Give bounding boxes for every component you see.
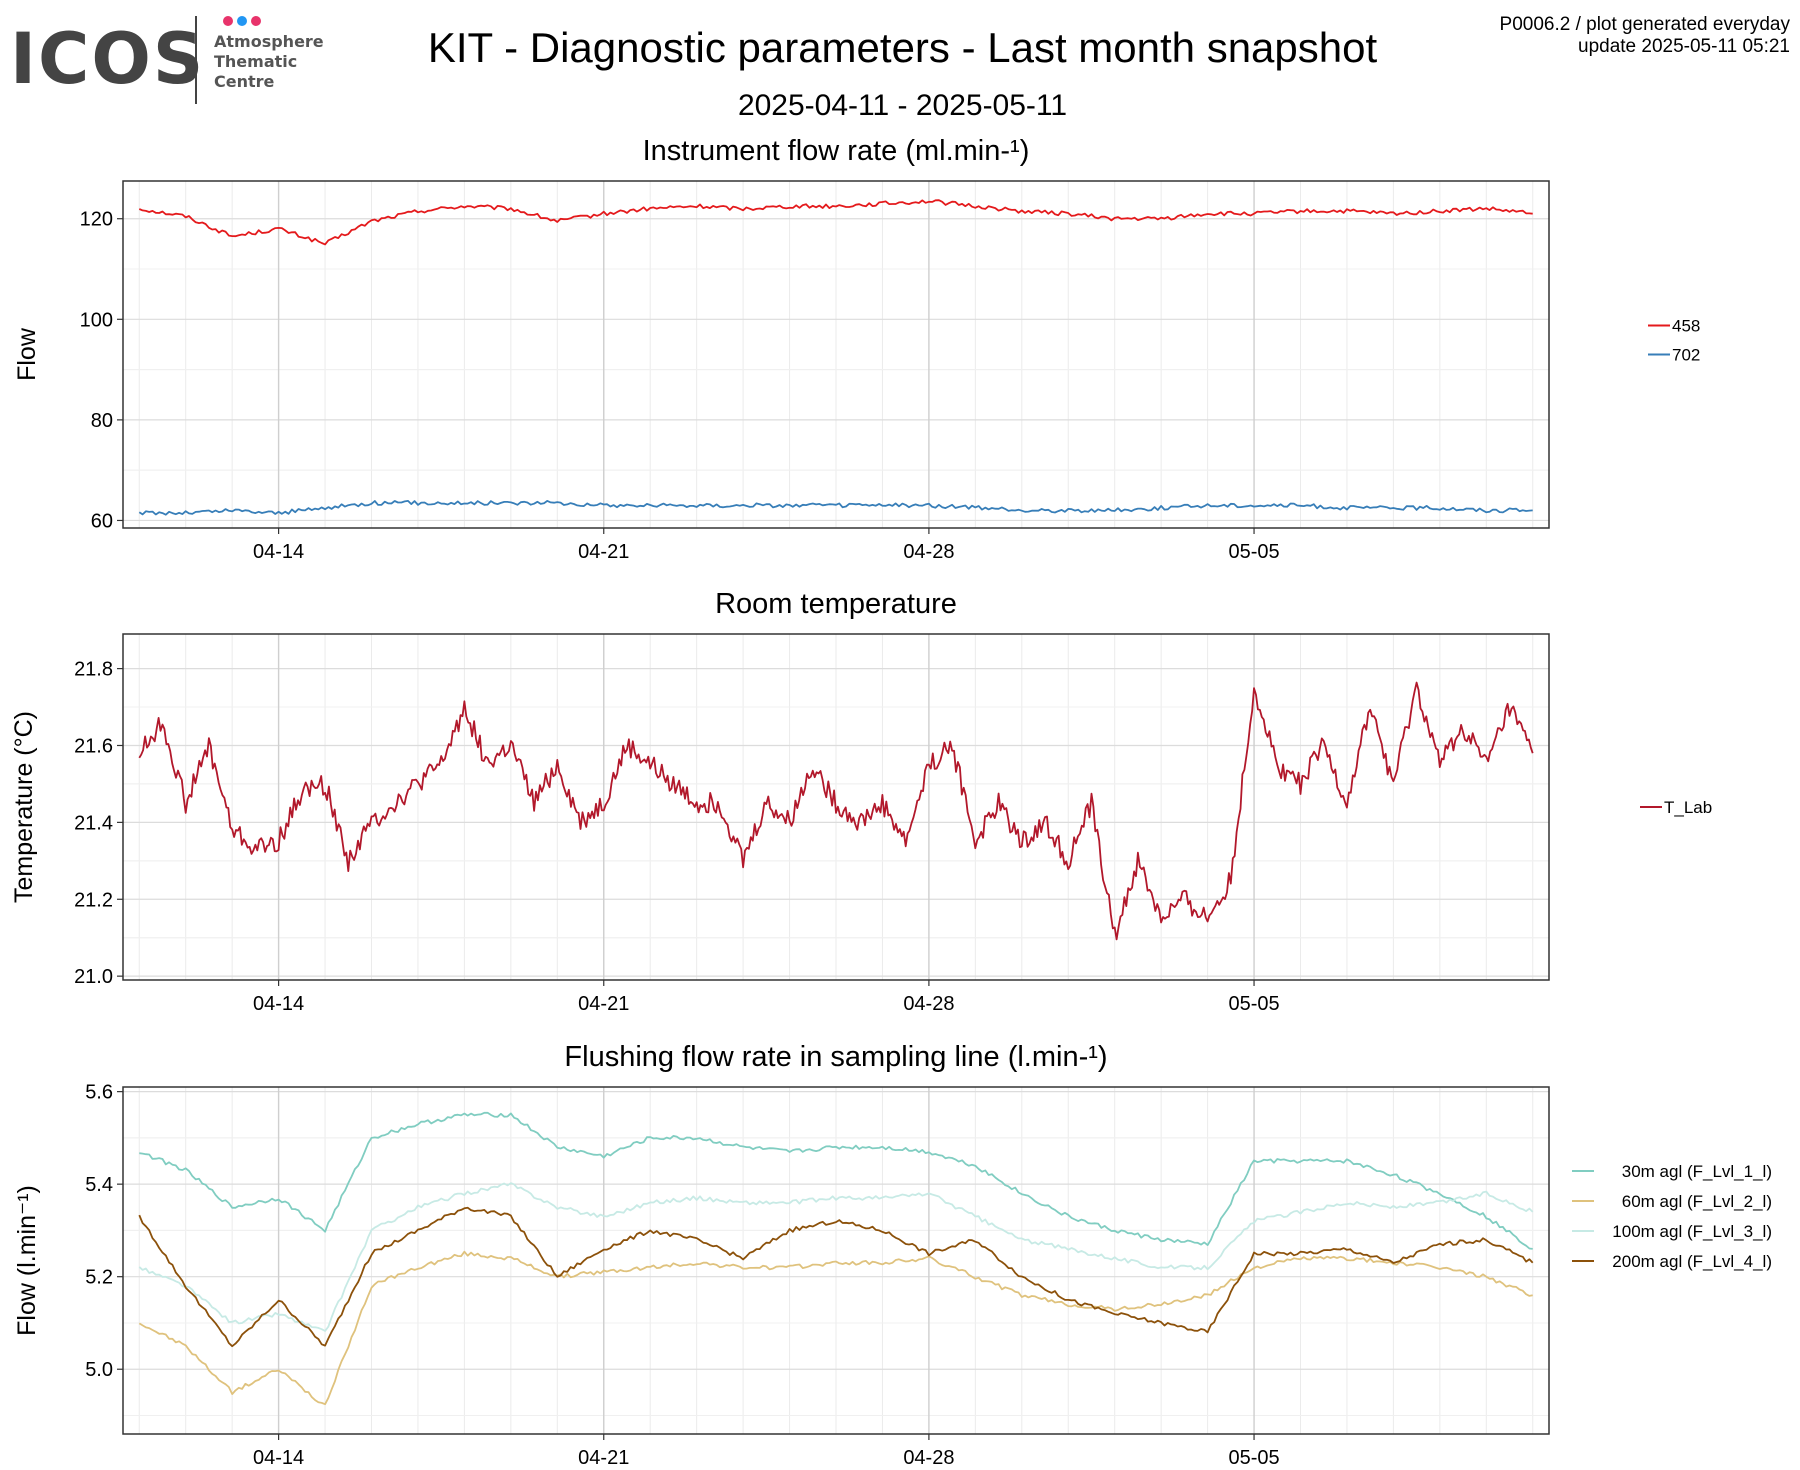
legend: 30m agl (F_Lvl_1_l) 60m agl (F_Lvl_2_l) 10… (1572, 1162, 1772, 1271)
y-tick-label: 21.4 (74, 812, 113, 834)
series-line-t-lab (138, 681, 1534, 941)
panel-title: Room temperature (715, 588, 957, 620)
logo-dot-1 (223, 16, 233, 26)
panel-title: Instrument flow rate (ml.min-¹) (643, 135, 1030, 167)
y-axis-label: Temperature (°C) (10, 711, 38, 903)
y-tick-label: 21.8 (74, 659, 113, 681)
x-tick-label: 05-05 (1228, 541, 1279, 563)
logo-dot-3 (251, 16, 261, 26)
y-tick-label: 5.4 (85, 1174, 113, 1196)
series-line-200m-agl-f-lvl-4-l- (138, 1206, 1534, 1348)
date-range: 2025-04-11 - 2025-05-11 (737, 89, 1068, 122)
logo-wordmark: ICOS (10, 18, 206, 100)
y-tick-label: 60 (91, 510, 113, 532)
y-tick-label: 120 (80, 209, 113, 231)
y-tick-label: 100 (80, 309, 113, 331)
y-tick-label: 21.6 (74, 735, 113, 757)
series-line-702 (138, 499, 1533, 516)
chart-panel-2: 21.0 21.2 21.4 21.6 21.8 04-14 04-21 04-28 05-05… (10, 588, 1712, 1015)
logo-line-2: Thematic (214, 52, 298, 71)
plot-border (122, 1086, 1550, 1435)
plot-id-text: P0006.2 / plot generated everyday (1499, 14, 1790, 35)
chart-panel-3: 5.0 5.2 5.4 5.6 04-14 04-21 04-28 05-05 Flushing… (13, 1041, 1772, 1469)
chart-panel-1: 60 80 100 120 04-14 04-21 04-28 05-05 Instrument… (13, 135, 1700, 563)
x-tick-label: 04-21 (578, 993, 629, 1015)
logo-line-1: Atmosphere (214, 32, 324, 51)
logo-dots (223, 16, 261, 26)
logo-subtitle: Atmosphere Thematic Centre (214, 32, 324, 92)
legend: 458 702 (1648, 317, 1700, 365)
legend-label: 200m agl (F_Lvl_4_l) (1612, 1252, 1772, 1271)
y-tick-label: 5.0 (85, 1359, 113, 1381)
update-timestamp: update 2025-05-11 05:21 (1578, 36, 1790, 57)
plot-meta: P0006.2 / plot generated everyday update… (1500, 14, 1790, 58)
x-tick-label: 04-21 (578, 1447, 629, 1469)
y-tick-label: 21.2 (74, 889, 113, 911)
x-tick-label: 04-14 (253, 1447, 304, 1469)
panel-title: Flushing flow rate in sampling line (l.m… (564, 1041, 1107, 1073)
y-tick-label: 5.6 (85, 1082, 113, 1104)
series-line-458 (138, 199, 1533, 246)
icos-logo: ICOS Atmosphere Thematic Centre (10, 14, 340, 106)
legend-label: 458 (1672, 317, 1700, 336)
page-title: KIT - Diagnostic parameters - Last month… (427, 24, 1378, 71)
y-tick-label: 21.0 (74, 966, 113, 988)
y-tick-label: 80 (91, 410, 113, 432)
legend-label: 30m agl (F_Lvl_1_l) (1622, 1162, 1772, 1181)
x-tick-label: 04-28 (903, 541, 954, 563)
logo-line-3: Centre (214, 72, 275, 91)
legend-label: 60m agl (F_Lvl_2_l) (1622, 1192, 1772, 1211)
series-line-60m-agl-f-lvl-2-l- (138, 1250, 1533, 1406)
legend: T_Lab (1640, 798, 1712, 817)
x-tick-label: 04-14 (253, 541, 304, 563)
x-tick-label: 04-28 (903, 1447, 954, 1469)
x-tick-label: 05-05 (1228, 1447, 1279, 1469)
x-tick-label: 04-21 (578, 541, 629, 563)
y-axis-label: Flow (l.min⁻¹) (13, 1185, 41, 1336)
legend-label: T_Lab (1664, 798, 1712, 817)
y-tick-label: 5.2 (85, 1267, 113, 1289)
series-line-100m-agl-f-lvl-3-l- (138, 1182, 1534, 1332)
logo-divider (195, 16, 197, 104)
x-tick-label: 04-28 (903, 993, 954, 1015)
legend-label: 702 (1672, 346, 1700, 365)
x-tick-label: 05-05 (1228, 993, 1279, 1015)
x-tick-label: 04-14 (253, 993, 304, 1015)
plot-border (122, 633, 1550, 981)
y-axis-label: Flow (13, 327, 41, 381)
legend-label: 100m agl (F_Lvl_3_l) (1612, 1222, 1772, 1241)
logo-dot-2 (237, 16, 247, 26)
plot-border (122, 180, 1550, 529)
series-line-30m-agl-f-lvl-1-l- (139, 1111, 1533, 1250)
